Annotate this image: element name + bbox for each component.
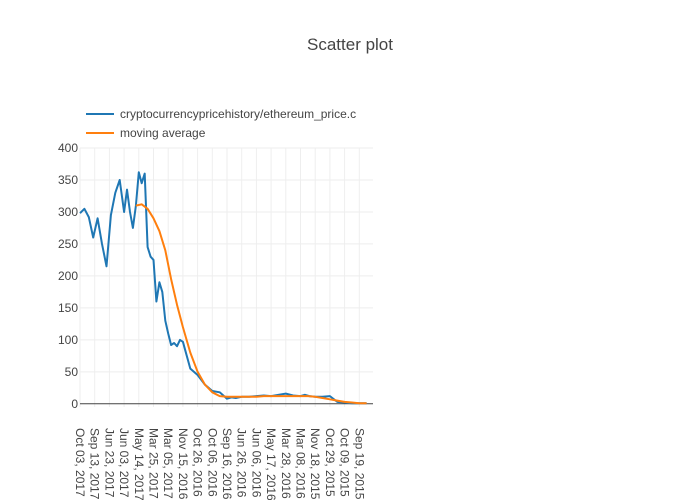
x-tick-label: May 14, 2017 bbox=[132, 428, 146, 500]
x-tick-label: Oct 29, 2015 bbox=[323, 428, 337, 497]
x-tick-label: Oct 06, 2016 bbox=[205, 428, 219, 497]
x-tick-label: Mar 05, 2017 bbox=[161, 428, 175, 499]
plot-area[interactable] bbox=[79, 171, 367, 405]
grid bbox=[79, 147, 373, 407]
x-tick-label: Oct 03, 2017 bbox=[73, 428, 87, 497]
y-axis: 0 50 100 150 200 250 300 350 400 bbox=[58, 141, 78, 411]
legend-label[interactable]: cryptocurrencypricehistory/ethereum_pric… bbox=[120, 107, 356, 121]
y-tick-label: 150 bbox=[58, 301, 78, 315]
x-tick-label: Mar 08, 2016 bbox=[294, 428, 308, 499]
x-tick-label: Jun 26, 2016 bbox=[235, 428, 249, 498]
legend[interactable]: cryptocurrencypricehistory/ethereum_pric… bbox=[86, 107, 356, 140]
x-tick-label: May 17, 2016 bbox=[264, 428, 278, 500]
y-tick-label: 0 bbox=[71, 397, 78, 411]
chart-title: Scatter plot bbox=[307, 35, 393, 54]
series-line-price[interactable] bbox=[79, 171, 367, 405]
x-tick-label: Jun 23, 2017 bbox=[102, 428, 116, 498]
y-tick-label: 300 bbox=[58, 205, 78, 219]
x-tick-label: Nov 18, 2015 bbox=[308, 428, 322, 500]
x-tick-label: Jun 03, 2017 bbox=[117, 428, 131, 498]
x-tick-label: Jun 06, 2016 bbox=[249, 428, 263, 498]
x-tick-label: Oct 26, 2016 bbox=[191, 428, 205, 497]
x-tick-label: Sep 19, 2015 bbox=[352, 428, 366, 500]
x-tick-label: Sep 13, 2017 bbox=[88, 428, 102, 500]
y-tick-label: 200 bbox=[58, 269, 78, 283]
series-line-moving-average[interactable] bbox=[135, 203, 367, 405]
y-tick-label: 250 bbox=[58, 237, 78, 251]
x-tick-label: Mar 25, 2017 bbox=[147, 428, 161, 499]
x-tick-label: Mar 28, 2016 bbox=[279, 428, 293, 499]
y-tick-label: 50 bbox=[65, 365, 79, 379]
x-tick-label: Sep 16, 2016 bbox=[220, 428, 234, 500]
y-tick-label: 100 bbox=[58, 333, 78, 347]
y-tick-label: 400 bbox=[58, 141, 78, 155]
x-axis: Oct 03, 2017 Sep 13, 2017 Jun 23, 2017 Jun … bbox=[73, 428, 366, 500]
x-tick-label: Oct 09, 2015 bbox=[338, 428, 352, 497]
legend-label[interactable]: moving average bbox=[120, 126, 206, 140]
x-tick-label: Nov 15, 2016 bbox=[176, 428, 190, 500]
y-tick-label: 350 bbox=[58, 173, 78, 187]
